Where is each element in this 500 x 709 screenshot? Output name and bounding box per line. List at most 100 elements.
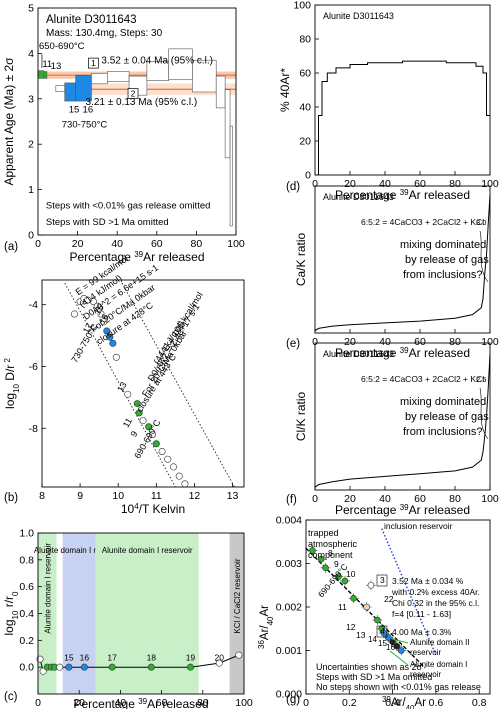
chart-title: Alunite D3011643: [46, 14, 137, 26]
x-tick-label: 40: [379, 493, 391, 505]
y-tick-label: 20: [299, 136, 311, 148]
annotation: Steps with SD >1 Ma omitted: [316, 672, 432, 682]
annotation: trapped: [308, 528, 339, 538]
isochron-point: [335, 573, 342, 580]
x-tick-label: 60: [414, 178, 426, 190]
y-tick-label: 0.6: [19, 581, 34, 593]
x-tick-label: 60: [414, 493, 426, 505]
annotation: by release of gas: [405, 254, 489, 266]
reservoir-arrow: [391, 638, 409, 644]
plot-frame: [37, 7, 237, 236]
y-axis-label: log10 D/r 2: [3, 357, 21, 408]
plateau-box: [376, 625, 388, 638]
annotation: with 0.2% excess 40Ar.: [391, 587, 480, 597]
annotation: component: [308, 550, 353, 560]
x-axis-label: Percentage 39Ar released: [70, 250, 205, 265]
isochron-point: [363, 603, 370, 611]
isochron-point: [341, 577, 349, 585]
isochron-point: [322, 564, 329, 572]
arrhenius-point: [135, 409, 143, 417]
annotation: mixing dominated: [400, 396, 486, 408]
age-step-13: [229, 125, 233, 227]
label-part: 10: [11, 610, 20, 619]
x-tick-label: 0: [35, 697, 41, 709]
label-part: Ar released: [147, 697, 208, 709]
x-tick-label: 100: [235, 697, 253, 709]
annotation: 15: [69, 104, 80, 115]
label-part: 40: [406, 704, 415, 709]
x-axis-label: Percentage 39Ar released: [335, 346, 470, 361]
chart-title: Alunite D3011643: [323, 11, 394, 21]
y-tick-label: -4: [29, 299, 38, 311]
step-label: 17: [107, 652, 117, 662]
label-part: 4: [134, 502, 139, 511]
annotation: 12: [346, 622, 356, 632]
age-step-6: [107, 71, 130, 82]
annotation: from inclusions?: [403, 269, 482, 281]
annotation: 11: [338, 602, 347, 612]
label-part: Ar: [259, 605, 271, 617]
isochron-point: [374, 616, 381, 624]
plot-frame: [41, 279, 245, 488]
annotation: 10: [346, 569, 356, 579]
arrhenius-point: [124, 390, 132, 398]
annotation: 14: [368, 635, 377, 644]
x-tick-label: 0.6: [429, 697, 444, 709]
label-part: Percentage: [335, 503, 400, 517]
x-tick-label: 60: [151, 238, 163, 250]
y-axis-label: log10 r/r0: [2, 591, 20, 636]
isochron-point: [397, 647, 405, 654]
leader-line: [479, 230, 489, 283]
x-tick-label: 13: [227, 490, 239, 502]
arrhenius-point: [106, 333, 114, 341]
annotation: 6:5:2 = 4CaCO3 + 2CaCl2 + KCl: [361, 217, 484, 227]
label-part: Ar/: [259, 625, 271, 641]
x-tick-label: 60: [414, 336, 426, 348]
label-part: Ar released: [143, 250, 204, 264]
x-tick-label: 40: [379, 336, 391, 348]
plateau-label: 3.52 ± 0.04 Ma (95% c.l.): [101, 55, 213, 66]
isochron-point: [317, 555, 325, 563]
y-axis-label: Cl/K ratio: [294, 392, 308, 442]
y-tick-label: 40: [299, 102, 311, 114]
step-label: 16: [80, 652, 90, 662]
age-step-5: [91, 73, 108, 85]
x-tick-label: 100: [227, 238, 245, 250]
domain-point: [56, 663, 64, 671]
annotation: by release of gas: [405, 411, 489, 423]
y-tick-label: 0.004: [276, 515, 302, 527]
step-label: 15: [64, 652, 74, 662]
plateau-box: [376, 574, 388, 587]
domain-point: [215, 659, 223, 667]
domain-point: [80, 663, 88, 671]
x-tick-label: 20: [344, 336, 356, 348]
annotation: mixing dominated: [400, 239, 486, 251]
step-label: 20: [215, 652, 225, 662]
annotation: 16: [97, 312, 111, 326]
y-tick-label: -8: [29, 423, 38, 435]
annotation: 15: [378, 639, 387, 648]
label-part: 39: [134, 250, 143, 259]
label-part: log: [2, 620, 16, 636]
domain-point: [108, 663, 116, 671]
annotation: 13: [51, 61, 62, 72]
y-tick-label: 2: [28, 139, 34, 151]
annotation: 4.00 Ma ± 0.3%: [392, 627, 452, 637]
x-axis-label: Percentage 39Ar released: [335, 503, 470, 518]
x-tick-label: 0.2: [342, 697, 357, 709]
label-part: Ar: [415, 697, 427, 709]
y-tick-label: 0.000: [276, 689, 302, 701]
label-part: 39: [400, 188, 409, 197]
y-axis-label: 36Ar/40Ar: [257, 605, 275, 649]
y-tick-label: 0.003: [276, 558, 302, 570]
panel-label: (c): [4, 691, 18, 703]
x-tick-label: 0.8: [472, 697, 487, 709]
annotation: 11: [121, 416, 134, 429]
y-tick-label: 0.2: [19, 635, 34, 647]
ratio-line: [315, 60, 490, 176]
annotation: 9: [128, 429, 139, 438]
